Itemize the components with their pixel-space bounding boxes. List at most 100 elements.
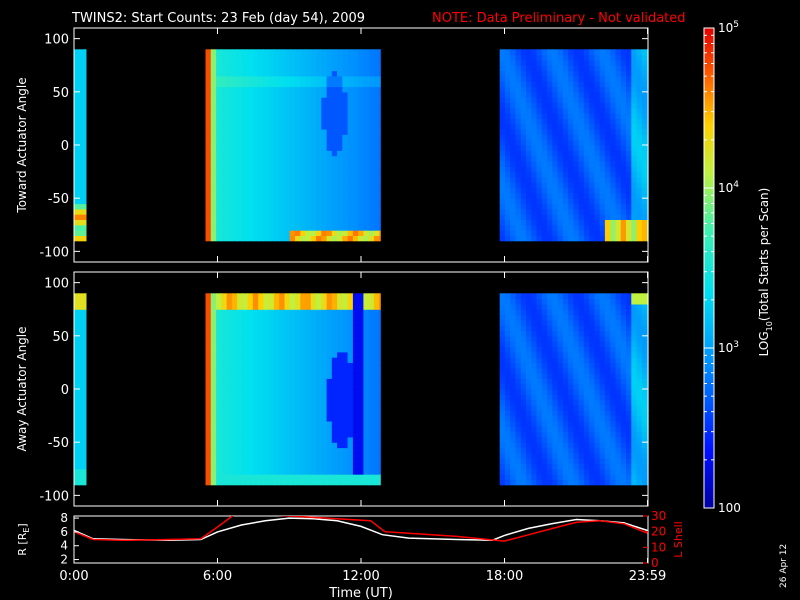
heatmap-cell bbox=[363, 341, 370, 347]
heatmap-cell bbox=[273, 75, 280, 82]
heatmap-cell bbox=[373, 139, 380, 146]
heatmap-cell bbox=[226, 362, 233, 369]
heatmap-cell bbox=[499, 113, 506, 119]
heatmap-cell bbox=[258, 415, 265, 422]
heatmap-cell bbox=[310, 383, 317, 390]
heatmap-cell bbox=[531, 458, 538, 464]
heatmap-cell bbox=[331, 394, 338, 401]
heatmap-cell bbox=[352, 442, 359, 449]
heatmap-cell bbox=[310, 54, 317, 61]
heatmap-cell bbox=[295, 378, 301, 385]
heatmap-cell bbox=[358, 474, 364, 480]
heatmap-cell bbox=[636, 155, 643, 162]
heatmap-cell bbox=[526, 182, 532, 189]
heatmap-cell bbox=[326, 224, 333, 231]
heatmap-cell bbox=[358, 97, 364, 103]
heatmap-cell bbox=[599, 293, 606, 300]
heatmap-cell bbox=[604, 113, 611, 119]
heatmap-cell bbox=[284, 59, 291, 66]
heatmap-cell bbox=[268, 293, 275, 300]
heatmap-cell bbox=[347, 59, 354, 66]
heatmap-cell bbox=[210, 367, 217, 374]
heatmap-cell bbox=[373, 431, 380, 438]
heatmap-cell bbox=[363, 182, 370, 189]
heatmap-cell bbox=[547, 378, 553, 385]
heatmap-cell bbox=[352, 198, 359, 205]
heatmap-cell bbox=[205, 373, 212, 379]
heatmap-cell bbox=[620, 86, 627, 93]
heatmap-cell bbox=[557, 394, 564, 401]
heatmap-cell bbox=[363, 442, 370, 449]
heatmap-cell bbox=[305, 187, 312, 194]
heatmap-cell bbox=[84, 303, 87, 310]
heatmap-cell bbox=[358, 458, 364, 464]
heatmap-cell bbox=[589, 298, 596, 305]
heatmap-cell bbox=[268, 107, 275, 114]
heatmap-cell bbox=[289, 319, 296, 326]
heatmap-cell bbox=[373, 150, 380, 157]
heatmap-cell bbox=[347, 442, 354, 449]
heatmap-cell bbox=[573, 431, 580, 438]
heatmap-cell bbox=[594, 479, 601, 486]
heatmap-cell bbox=[526, 325, 532, 332]
heatmap-cell bbox=[379, 431, 381, 438]
heatmap-cell bbox=[331, 59, 338, 66]
heatmap-cell bbox=[515, 219, 522, 226]
heatmap-cell bbox=[326, 351, 333, 358]
heatmap-cell bbox=[510, 468, 517, 475]
heatmap-cell bbox=[231, 420, 238, 427]
heatmap-cell bbox=[604, 123, 611, 130]
heatmap-cell bbox=[557, 230, 564, 236]
heatmap-cell bbox=[358, 70, 364, 77]
heatmap-cell bbox=[310, 113, 317, 119]
heatmap-cell bbox=[536, 378, 543, 385]
heatmap-cell bbox=[289, 182, 296, 189]
heatmap-cell bbox=[636, 75, 643, 82]
heatmap-cell bbox=[515, 325, 522, 332]
heatmap-cell bbox=[221, 405, 228, 411]
heatmap-cell bbox=[568, 330, 574, 337]
heatmap-cell bbox=[631, 155, 638, 162]
heatmap-cell bbox=[337, 219, 343, 226]
heatmap-cell bbox=[615, 150, 622, 157]
heatmap-cell bbox=[568, 346, 574, 353]
heatmap-cell bbox=[599, 230, 606, 236]
heatmap-cell bbox=[373, 383, 380, 390]
heatmap-cell bbox=[226, 123, 233, 130]
heatmap-cell bbox=[300, 187, 307, 194]
heatmap-cell bbox=[379, 452, 381, 459]
heatmap-cell bbox=[379, 335, 381, 342]
heatmap-cell bbox=[583, 373, 590, 379]
heatmap-cell bbox=[321, 298, 328, 305]
heatmap-cell bbox=[499, 405, 506, 411]
heatmap-cell bbox=[258, 107, 265, 114]
heatmap-cell bbox=[641, 230, 648, 236]
heatmap-cell bbox=[237, 192, 243, 199]
heatmap-cell bbox=[510, 415, 517, 422]
heatmap-cell bbox=[547, 214, 553, 220]
heatmap-cell bbox=[610, 150, 617, 157]
heatmap-cell bbox=[520, 442, 527, 449]
heatmap-cell bbox=[520, 447, 527, 454]
heatmap-cell bbox=[231, 362, 238, 369]
heatmap-cell bbox=[536, 442, 543, 449]
heatmap-cell bbox=[620, 309, 627, 316]
heatmap-cell bbox=[373, 123, 380, 130]
heatmap-cell bbox=[74, 155, 80, 162]
heatmap-cell bbox=[368, 362, 375, 369]
heatmap-cell bbox=[273, 399, 280, 406]
heatmap-cell bbox=[321, 230, 328, 236]
heatmap-cell bbox=[252, 303, 259, 310]
heatmap-cell bbox=[352, 373, 359, 379]
heatmap-cell bbox=[216, 230, 222, 236]
heatmap-cell bbox=[242, 54, 249, 61]
heatmap-cell bbox=[620, 357, 627, 363]
heatmap-cell bbox=[310, 187, 317, 194]
heatmap-cell bbox=[316, 325, 322, 332]
heatmap-cell bbox=[284, 362, 291, 369]
heatmap-cell bbox=[552, 65, 559, 72]
heatmap-cell bbox=[363, 235, 370, 242]
heatmap-cell bbox=[368, 298, 375, 305]
heatmap-cell bbox=[237, 303, 243, 310]
heatmap-cell bbox=[337, 91, 343, 98]
